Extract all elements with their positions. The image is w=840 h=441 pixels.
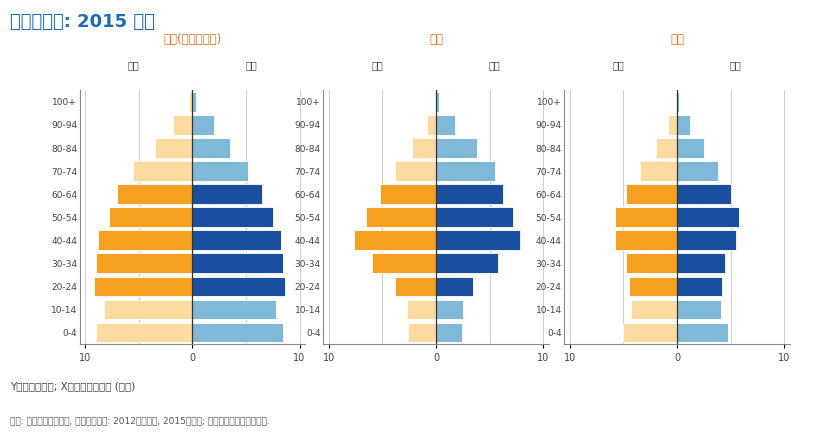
Bar [155, 138, 192, 158]
Bar [366, 207, 436, 227]
Bar [623, 323, 677, 342]
Bar [436, 207, 513, 227]
Bar [677, 231, 736, 250]
Bar [134, 161, 192, 181]
Bar [436, 299, 463, 319]
Bar [94, 277, 192, 296]
Bar [118, 184, 192, 204]
Bar [436, 161, 495, 181]
Bar [436, 184, 503, 204]
Bar [96, 254, 192, 273]
Bar [631, 299, 677, 319]
Bar [192, 231, 281, 250]
Bar [192, 92, 196, 112]
Bar [381, 184, 436, 204]
Bar [104, 299, 192, 319]
Bar [436, 138, 476, 158]
Bar [108, 207, 192, 227]
Bar [626, 184, 677, 204]
Bar [615, 231, 677, 250]
Text: 女性: 女性 [730, 60, 742, 71]
Bar [412, 138, 436, 158]
Text: 人口金字塔: 2015 预测: 人口金字塔: 2015 预测 [10, 13, 155, 31]
Text: 女性: 女性 [489, 60, 501, 71]
Text: 男性: 男性 [612, 60, 624, 71]
Bar [669, 115, 677, 135]
Bar [436, 231, 520, 250]
Bar [407, 299, 436, 319]
Text: 来源: 联合国人口数据库, 世界人口展望: 2012年修订版, 2015年预测; 概不保证任何预测会实现.: 来源: 联合国人口数据库, 世界人口展望: 2012年修订版, 2015年预测;… [10, 417, 270, 426]
Bar [96, 323, 192, 342]
Text: 亚洲(不包括日本): 亚洲(不包括日本) [163, 34, 222, 46]
Bar [192, 254, 283, 273]
Bar [677, 115, 690, 135]
Bar [98, 231, 192, 250]
Text: 男性: 男性 [371, 60, 383, 71]
Bar [189, 92, 192, 112]
Bar [677, 323, 728, 342]
Bar [677, 277, 722, 296]
Bar [192, 184, 262, 204]
Bar [615, 207, 677, 227]
Bar [408, 323, 436, 342]
Bar [436, 323, 462, 342]
Bar [629, 277, 677, 296]
Bar [434, 92, 436, 112]
Bar [192, 277, 285, 296]
Text: 女性: 女性 [245, 60, 257, 71]
Bar [354, 231, 436, 250]
Bar [396, 277, 436, 296]
Bar [192, 138, 230, 158]
Bar [626, 254, 677, 273]
Bar [677, 207, 739, 227]
Text: 男性: 男性 [128, 60, 139, 71]
Bar [677, 92, 680, 112]
Bar [639, 161, 677, 181]
Bar [677, 138, 704, 158]
Bar [396, 161, 436, 181]
Bar [436, 254, 498, 273]
Bar [436, 115, 455, 135]
Bar [192, 323, 283, 342]
Bar [677, 184, 731, 204]
Text: Y轴代表年龄层; X轴代表人口数目 (百万): Y轴代表年龄层; X轴代表人口数目 (百万) [10, 381, 135, 392]
Bar [173, 115, 192, 135]
Bar [655, 138, 677, 158]
Bar [677, 254, 725, 273]
Bar [192, 115, 214, 135]
Bar [371, 254, 436, 273]
Bar [436, 92, 439, 112]
Bar [677, 161, 717, 181]
Bar [675, 92, 677, 112]
Bar [192, 161, 248, 181]
Text: 美国: 美国 [670, 34, 684, 46]
Bar [428, 115, 436, 135]
Bar [192, 299, 276, 319]
Text: 日本: 日本 [429, 34, 443, 46]
Bar [677, 299, 721, 319]
Bar [436, 277, 474, 296]
Bar [192, 207, 273, 227]
